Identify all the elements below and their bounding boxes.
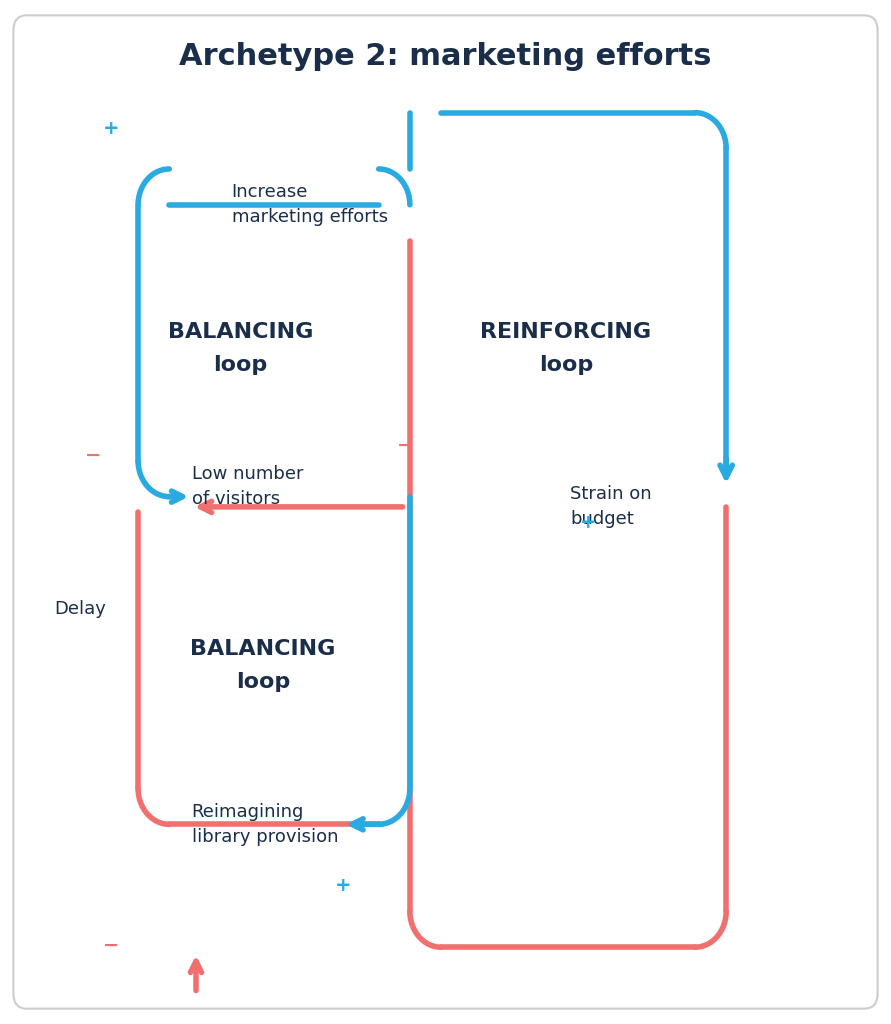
Text: Increase
marketing efforts: Increase marketing efforts [232, 183, 388, 226]
Text: −: − [86, 446, 102, 465]
Text: BALANCING
loop: BALANCING loop [190, 639, 336, 692]
Text: +: + [103, 119, 119, 137]
Text: Delay: Delay [54, 600, 106, 618]
Text: BALANCING
loop: BALANCING loop [168, 322, 314, 375]
Text: Strain on
budget: Strain on budget [570, 485, 652, 528]
Text: Archetype 2: marketing efforts: Archetype 2: marketing efforts [179, 42, 712, 71]
Text: −: − [397, 436, 413, 455]
Text: Reimagining
library provision: Reimagining library provision [192, 803, 338, 846]
Text: +: + [580, 513, 596, 531]
Text: +: + [335, 877, 351, 895]
Text: −: − [103, 936, 119, 954]
Text: REINFORCING
loop: REINFORCING loop [480, 322, 651, 375]
FancyBboxPatch shape [13, 15, 878, 1009]
Text: Low number
of visitors: Low number of visitors [192, 465, 303, 508]
